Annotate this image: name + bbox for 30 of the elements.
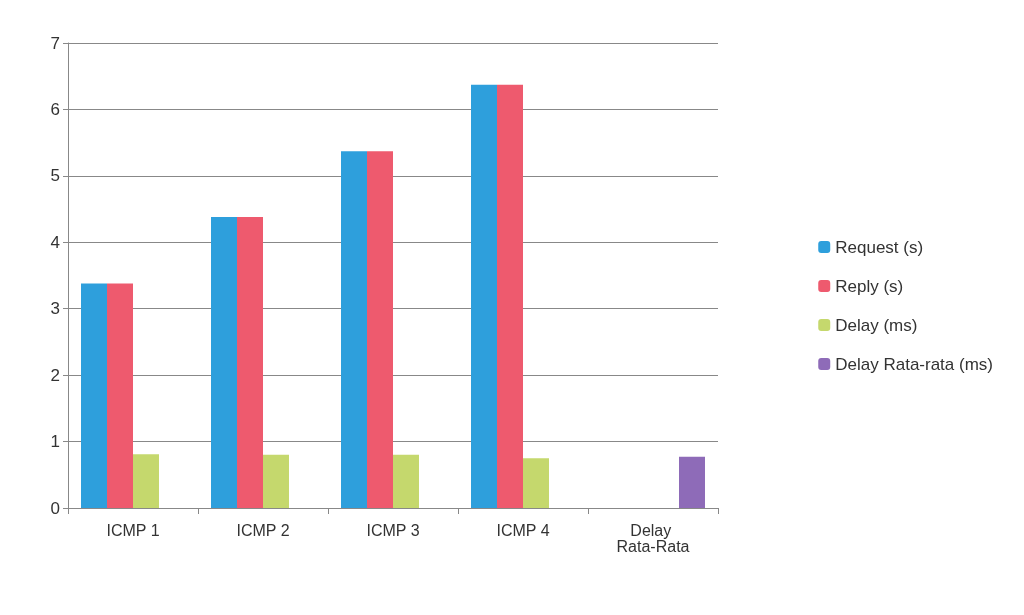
bar bbox=[263, 454, 289, 508]
bar bbox=[133, 454, 159, 508]
x-tick-label: ICMP 3 bbox=[366, 521, 420, 539]
x-tick-label: Delay Rata-Rata bbox=[616, 521, 690, 555]
y-tick-label: 4 bbox=[50, 232, 60, 252]
legend-label: Request (s) bbox=[835, 237, 924, 257]
y-tick-label: 5 bbox=[50, 166, 60, 186]
bar bbox=[211, 217, 237, 508]
bar bbox=[679, 456, 705, 508]
bar bbox=[393, 454, 419, 508]
y-tick-label: 6 bbox=[50, 99, 60, 119]
x-tick-label: ICMP 4 bbox=[496, 521, 550, 539]
bar bbox=[81, 283, 107, 508]
y-tick-label: 1 bbox=[50, 432, 60, 452]
x-tick-label: ICMP 2 bbox=[236, 521, 290, 539]
bar bbox=[107, 283, 133, 508]
bar bbox=[341, 151, 367, 508]
y-tick-label: 2 bbox=[50, 365, 60, 385]
legend-label: Delay Rata-rata (ms) bbox=[835, 354, 994, 374]
bar bbox=[471, 84, 497, 508]
y-tick-label: 0 bbox=[50, 498, 60, 518]
y-tick-label: 3 bbox=[50, 299, 60, 319]
y-tick-label: 7 bbox=[50, 33, 60, 53]
bar bbox=[523, 458, 549, 508]
legend-label: Delay (ms) bbox=[835, 315, 918, 335]
legend-label: Reply (s) bbox=[835, 276, 904, 296]
x-tick-label: ICMP 1 bbox=[106, 521, 160, 539]
bar bbox=[367, 151, 393, 508]
bar bbox=[497, 84, 523, 508]
bar bbox=[237, 217, 263, 508]
